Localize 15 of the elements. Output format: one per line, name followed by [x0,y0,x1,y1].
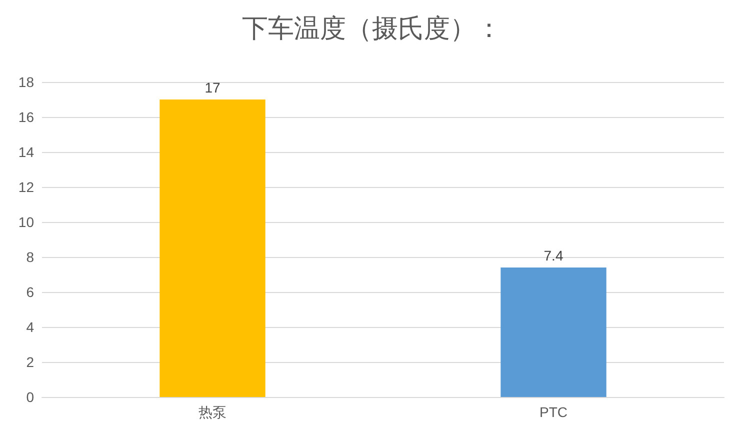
x-tick-label: 热泵 [198,404,226,420]
y-tick-label: 10 [18,214,34,230]
data-label: 7.4 [544,248,564,264]
chart-title: 下车温度（摄氏度）： [242,13,502,43]
y-tick-label: 12 [18,179,34,195]
y-tick-label: 18 [18,74,34,90]
x-tick-label: PTC [540,404,568,420]
y-tick-label: 6 [26,284,34,300]
y-tick-label: 2 [26,354,34,370]
y-tick-label: 16 [18,109,34,125]
y-tick-label: 4 [26,319,34,335]
data-label: 17 [204,80,220,96]
y-tick-label: 0 [26,389,34,405]
y-tick-label: 8 [26,249,34,265]
y-tick-label: 14 [18,144,34,160]
